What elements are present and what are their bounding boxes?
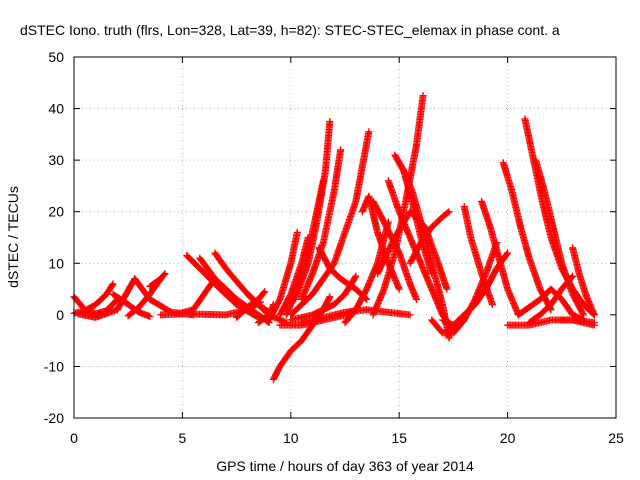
y-tick-label: 20 [48,204,64,220]
data-point [146,312,154,320]
data-series [291,117,334,303]
x-tick-label: 20 [500,430,516,446]
y-tick-label: 30 [48,152,64,168]
x-tick-label: 25 [608,430,624,446]
data-point [260,289,268,297]
x-tick-label: 0 [70,430,78,446]
data-series [287,272,360,324]
x-tick-label: 5 [179,430,187,446]
data-point [365,128,373,136]
data-series [287,128,373,319]
data-series [146,270,169,290]
data-series [233,288,269,321]
y-tick-label: 0 [56,307,64,323]
data-series [243,290,273,316]
data-point [108,281,116,289]
data-point [326,293,334,301]
data-point [326,117,334,125]
y-tick-label: -10 [44,358,64,374]
y-axis-label: dSTEC / TECUs [5,186,21,288]
data-markers [70,92,598,383]
data-point [109,280,117,288]
y-tick-label: 50 [48,49,64,65]
data-point [161,270,169,278]
chart-title: dSTEC Iono. truth (flrs, Lon=328, Lat=39… [20,22,560,38]
data-series [298,146,345,303]
y-tick-label: 40 [48,101,64,117]
data-series [265,228,301,324]
data-point [293,228,301,236]
x-tick-label: 10 [283,430,299,446]
x-axis-label: GPS time / hours of day 363 of year 2014 [216,458,474,474]
data-point [261,288,269,296]
data-point [337,146,345,154]
x-tick-label: 15 [391,430,407,446]
y-tick-label: -20 [44,410,64,426]
data-series [109,290,154,320]
data-point [160,271,168,279]
y-tick-label: 10 [48,255,64,271]
